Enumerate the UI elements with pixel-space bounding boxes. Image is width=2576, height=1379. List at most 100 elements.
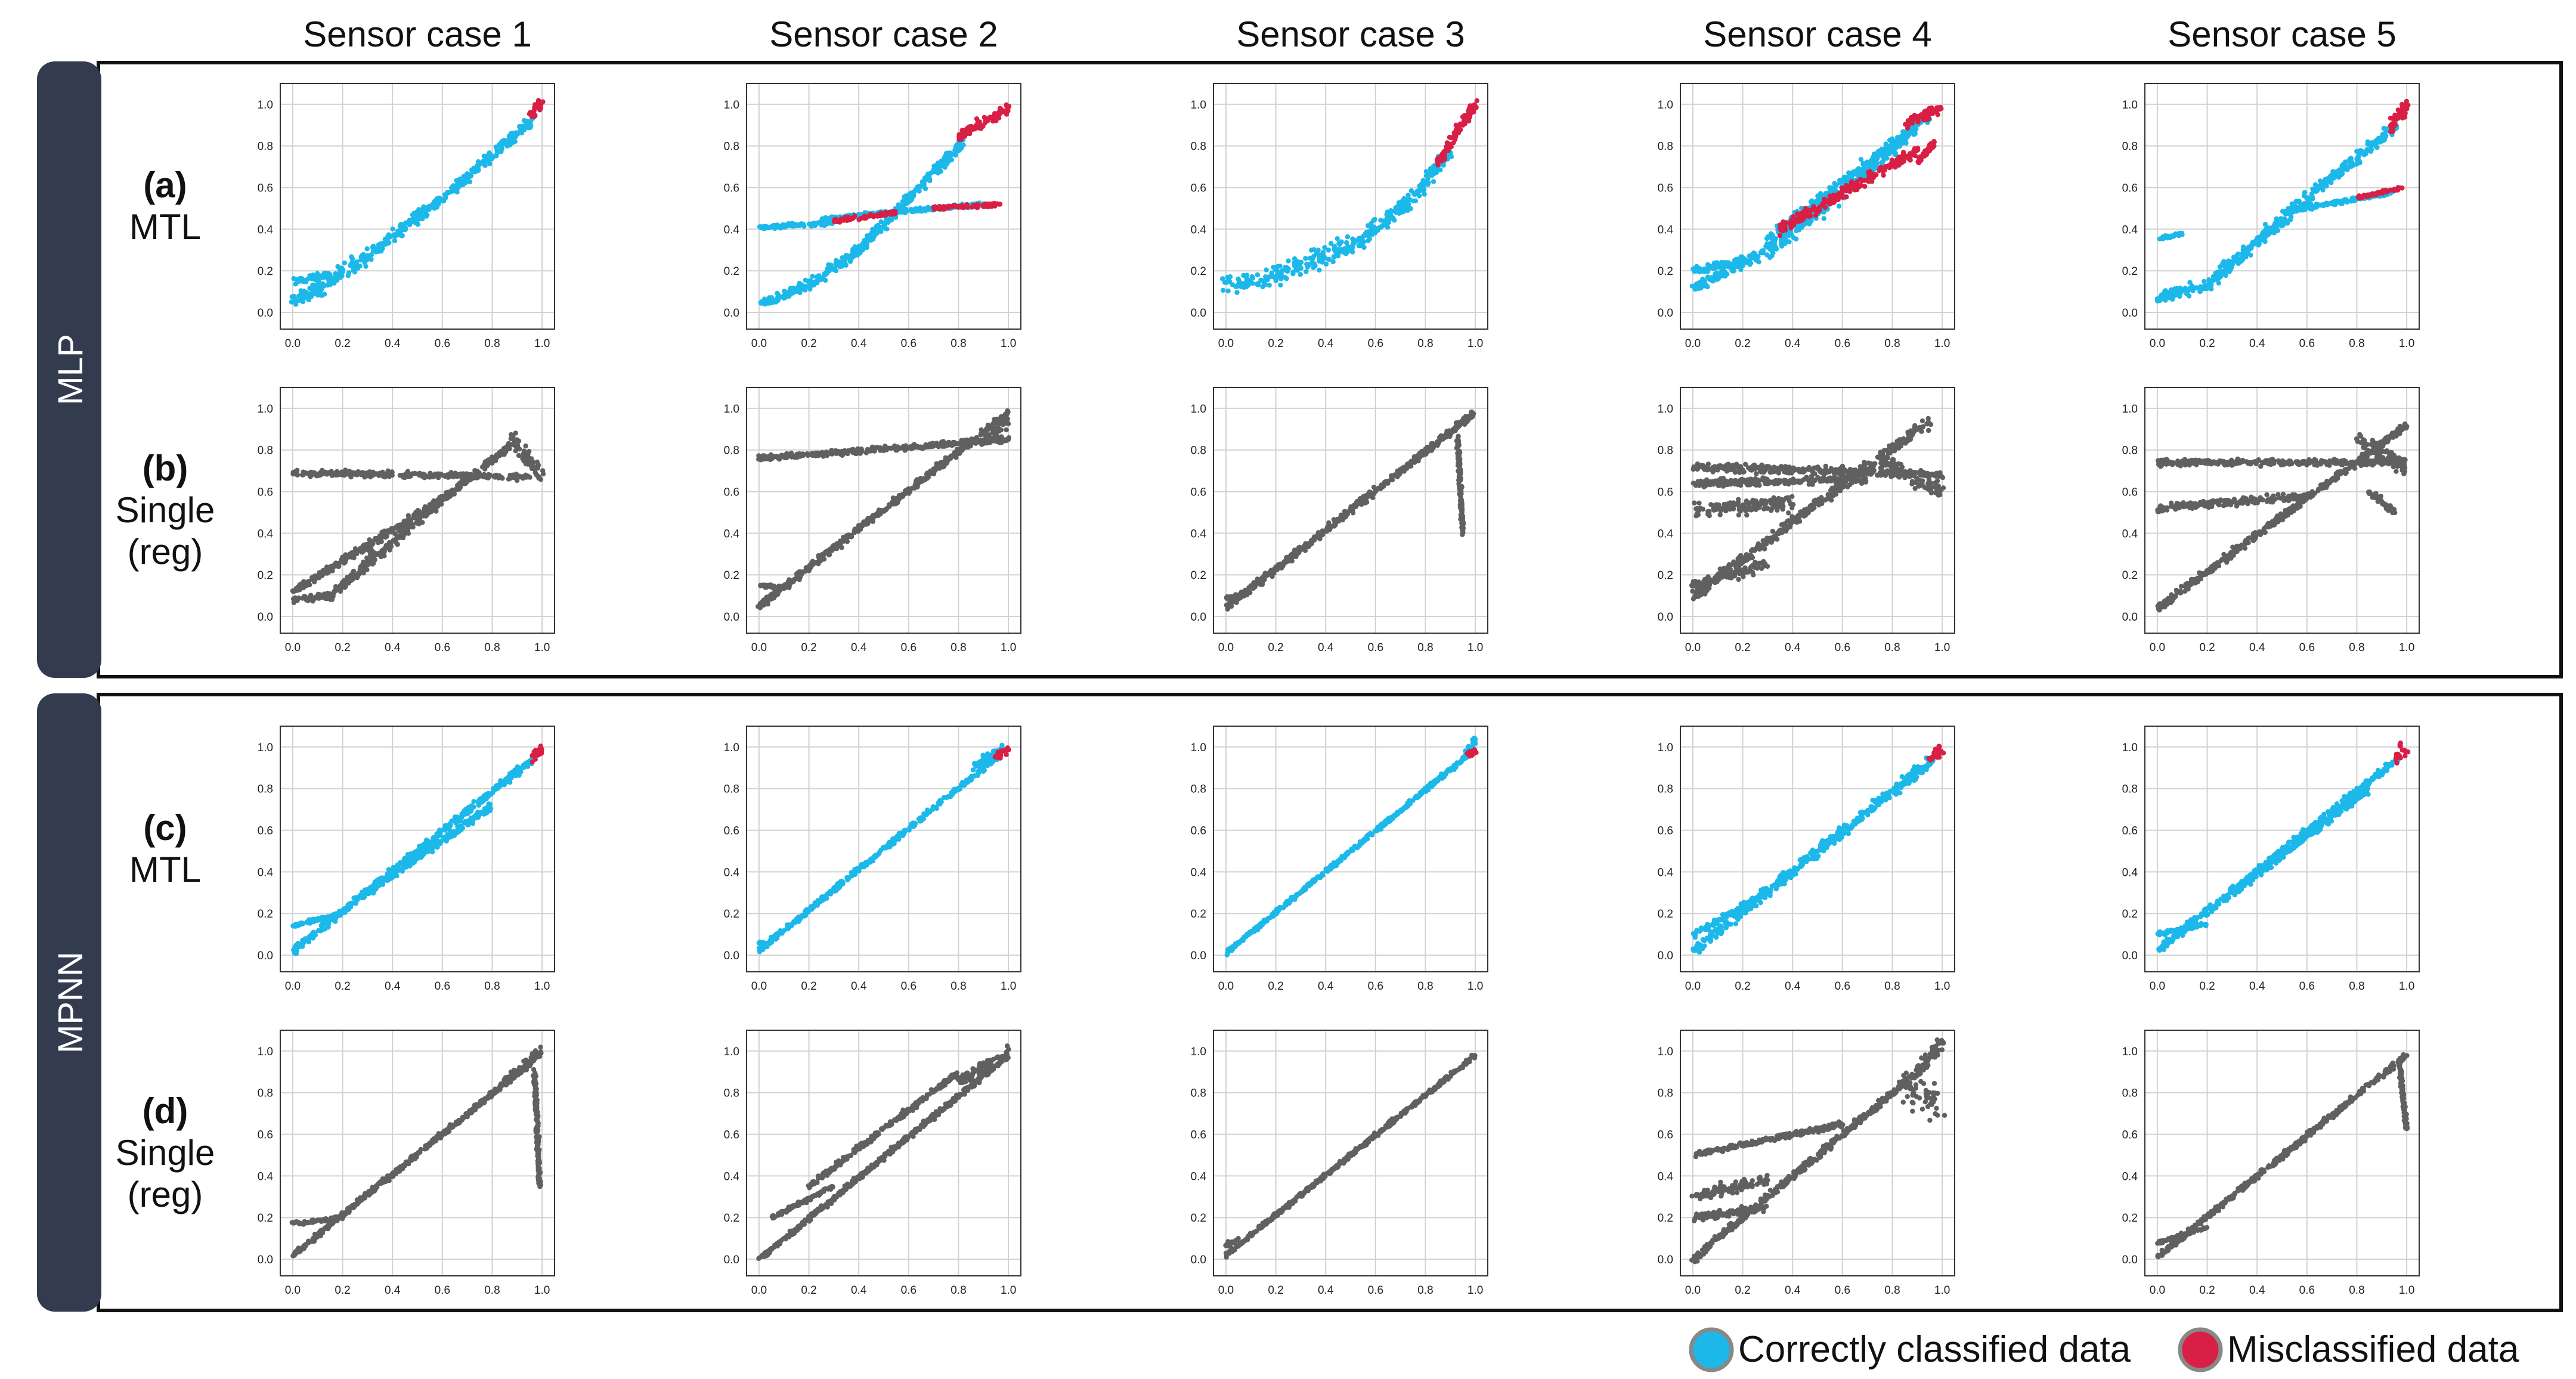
correct-point: [333, 275, 339, 281]
single-point: [529, 466, 535, 472]
correct-point: [1284, 276, 1289, 281]
correct-point: [1764, 241, 1770, 246]
single-point: [321, 594, 326, 600]
correct-point: [2339, 200, 2344, 205]
single-point: [373, 472, 378, 477]
x-tick-label: 0.0: [751, 337, 767, 350]
single-point: [416, 521, 422, 526]
correct-point: [2259, 233, 2265, 238]
correct-point: [419, 210, 424, 216]
x-tick-label: 0.6: [901, 642, 917, 654]
correct-point: [1431, 179, 1436, 184]
correct-point: [1405, 207, 1410, 213]
correct-point: [1321, 254, 1327, 259]
correct-point: [292, 294, 297, 299]
x-tick-label: 0.0: [285, 337, 301, 350]
correct-point: [775, 292, 781, 297]
correct-point: [2202, 285, 2207, 290]
correct-point: [921, 182, 927, 188]
correct-point: [431, 203, 436, 209]
correct-point: [2318, 178, 2323, 184]
single-point: [372, 536, 378, 541]
correct-point: [2355, 154, 2361, 159]
correct-point: [2382, 132, 2388, 138]
group-label: MPNN: [51, 952, 90, 1053]
misclassified-point: [1896, 160, 1901, 166]
column-header: Sensor case 2: [769, 14, 998, 54]
correct-point: [521, 126, 527, 132]
misclassified-point: [1843, 182, 1849, 188]
correct-point: [2311, 204, 2317, 209]
correct-point: [1430, 169, 1436, 175]
correct-point: [375, 246, 381, 252]
single-point: [302, 594, 308, 599]
correct-point: [874, 228, 880, 234]
correct-point: [370, 243, 376, 249]
misclassified-point: [1787, 221, 1793, 226]
correct-point: [338, 267, 343, 272]
correct-point: [314, 283, 319, 288]
row-name: (reg): [128, 1175, 203, 1214]
single-point: [521, 458, 527, 464]
single-point: [520, 474, 525, 479]
single-point: [406, 516, 411, 522]
single-point: [361, 566, 367, 571]
correct-point: [398, 227, 403, 233]
correct-point: [482, 159, 488, 164]
correct-point: [499, 149, 504, 154]
correct-point: [2248, 245, 2253, 250]
correct-point: [2278, 223, 2284, 228]
correct-point: [1298, 272, 1303, 277]
correct-point: [1431, 163, 1436, 169]
correct-point: [2274, 221, 2280, 227]
correct-point: [444, 190, 450, 196]
series-misclassified: [1435, 98, 1479, 168]
single-point: [463, 481, 468, 486]
misclassified-point: [1807, 212, 1813, 218]
single-point: [362, 475, 367, 480]
x-tick-label: 0.4: [851, 642, 867, 654]
single-point: [428, 470, 433, 476]
misclassified-point: [962, 134, 968, 139]
correct-point: [1234, 290, 1240, 295]
correct-point: [762, 225, 767, 231]
misclassified-point: [994, 113, 999, 119]
correct-point: [1363, 231, 1368, 237]
correct-point: [953, 153, 958, 158]
y-tick-label: 0.2: [258, 265, 273, 278]
single-point: [435, 475, 441, 481]
correct-point: [1889, 143, 1894, 148]
correct-point: [1267, 274, 1272, 280]
correct-point: [293, 300, 298, 306]
correct-point: [778, 224, 784, 229]
series-correct: [2154, 119, 2399, 303]
y-tick-label: 0.8: [1191, 141, 1206, 153]
y-tick-label: 0.6: [258, 486, 273, 499]
correct-point: [1393, 205, 1398, 210]
misclassified-point: [843, 216, 849, 221]
correct-point: [825, 270, 830, 276]
correct-point: [1303, 256, 1308, 261]
x-tick-label: 0.0: [2150, 337, 2165, 350]
correct-point: [1694, 268, 1699, 274]
correct-point: [944, 152, 950, 157]
misclassified-point: [1866, 173, 1872, 179]
correct-point: [493, 153, 499, 158]
misclassified-point: [1781, 219, 1786, 225]
correct-point: [1286, 258, 1291, 264]
x-tick-label: 0.8: [2349, 337, 2364, 350]
y-tick-label: 0.0: [258, 611, 273, 624]
correct-point: [463, 179, 469, 184]
correct-point: [1339, 239, 1344, 244]
correct-point: [819, 217, 825, 222]
correct-point: [1770, 233, 1775, 238]
correct-point: [843, 262, 849, 268]
x-tick-label: 0.6: [435, 642, 450, 654]
y-tick-label: 0.8: [724, 141, 739, 153]
misclassified-point: [1801, 215, 1807, 220]
single-point: [382, 473, 388, 478]
y-tick-label: 0.8: [258, 445, 273, 457]
misclassified-point: [886, 211, 891, 216]
single-point: [482, 466, 488, 472]
correct-point: [801, 224, 807, 229]
